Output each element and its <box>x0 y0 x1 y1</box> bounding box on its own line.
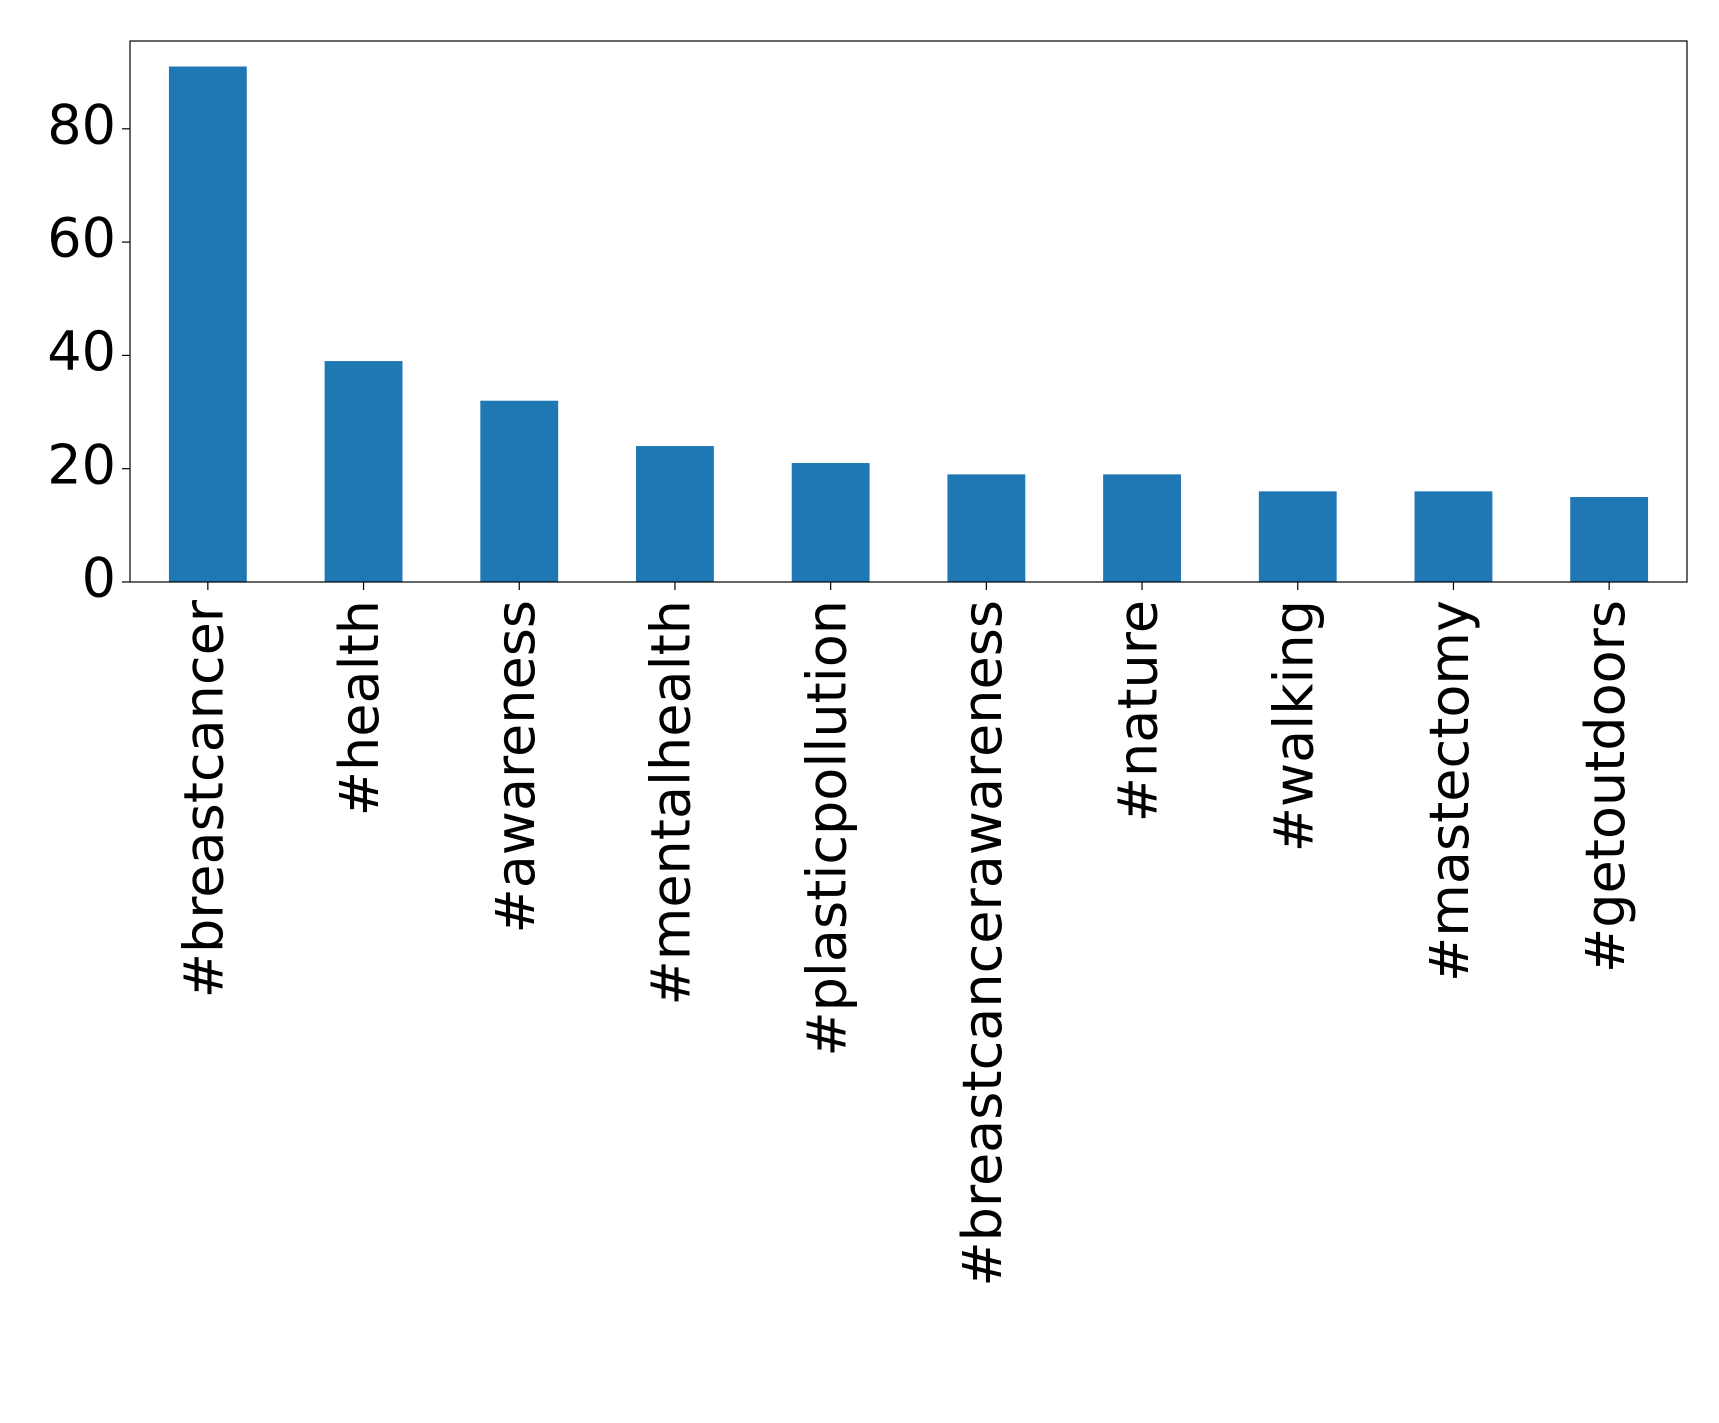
x-tick-label: #mentalhealth <box>640 600 703 1006</box>
bar <box>1103 474 1181 582</box>
x-tick-label: #nature <box>1107 600 1170 822</box>
x-tick-label: #awareness <box>484 600 547 934</box>
y-tick-label: 40 <box>47 320 116 383</box>
x-tick-label: #breastcancerawareness <box>951 600 1014 1287</box>
plot-frame <box>129 40 1688 583</box>
y-tick-label: 80 <box>47 93 116 156</box>
bar <box>324 361 403 582</box>
x-tick-label: #plasticpollution <box>795 600 858 1057</box>
bar <box>480 400 559 582</box>
bar <box>1258 491 1337 582</box>
x-tick-label: #walking <box>1262 600 1325 852</box>
bar <box>168 66 247 583</box>
x-tick-label: #breastcancer <box>172 599 235 998</box>
y-tick-label: 20 <box>47 433 116 496</box>
x-tick-label: #health <box>328 600 391 816</box>
bar <box>791 463 870 582</box>
bar <box>1414 491 1493 582</box>
y-tick-label: 0 <box>82 547 116 610</box>
bar <box>636 446 714 582</box>
bar <box>1570 497 1649 582</box>
y-tick-label: 60 <box>47 207 116 270</box>
x-tick-label: #getoutdoors <box>1574 600 1637 973</box>
bar <box>947 474 1026 582</box>
x-tick-label: #mastectomy <box>1418 600 1481 982</box>
